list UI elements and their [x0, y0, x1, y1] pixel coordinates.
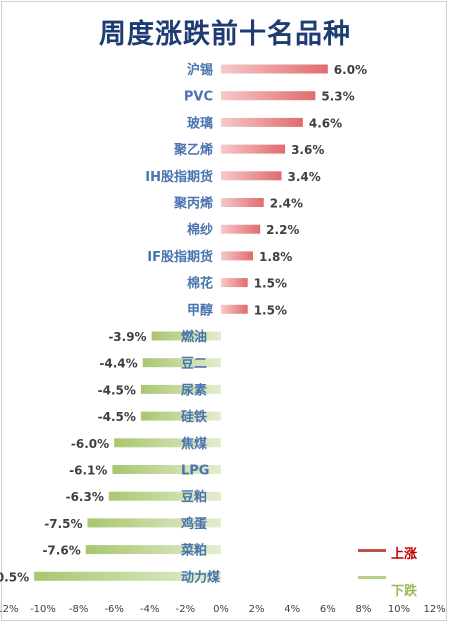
bar-up-3: [221, 144, 286, 154]
category-label-11: 豆二: [181, 357, 207, 372]
bar-down-10: [151, 331, 221, 341]
category-label-0: 沪锡: [187, 62, 213, 78]
bar-down-15: [112, 465, 221, 474]
x-tick-label-3: -6%: [104, 604, 123, 615]
value-label-1: 5.3%: [321, 90, 354, 104]
bar-up-7: [221, 251, 254, 261]
category-label-3: 聚乙烯: [173, 142, 213, 158]
bar-up-6: [221, 224, 261, 234]
category-label-16: 豆粕: [181, 489, 207, 505]
value-label-9: 1.5%: [254, 303, 287, 317]
bar-up-1: [221, 91, 316, 101]
bar-down-11: [142, 358, 221, 368]
value-label-8: 1.5%: [254, 277, 287, 291]
legend-swatch-down: [358, 576, 386, 579]
x-tick-label-2: -8%: [69, 604, 88, 615]
value-label-4: 3.4%: [288, 170, 321, 184]
x-axis: 12% -10% -8% -6% -4% -2% 0% 2% 4% 6% 8% 10% 12%: [0, 604, 446, 615]
category-label-15: LPG: [181, 464, 209, 479]
value-label-5: 2.4%: [270, 197, 303, 211]
x-tick-label-4: -4%: [140, 604, 159, 615]
value-label-13: -4.5%: [98, 410, 136, 424]
bar-down-19: [34, 571, 221, 581]
value-label-15: -6.1%: [69, 464, 107, 478]
x-tick-label-8: 4%: [284, 604, 300, 615]
category-label-17: 鸡蛋: [180, 516, 207, 532]
category-label-14: 焦煤: [180, 436, 207, 452]
x-tick-label-7: 2%: [249, 604, 265, 615]
x-tick-label-1: -10%: [30, 604, 56, 615]
bar-down-18: [85, 545, 221, 555]
x-tick-label-0: 12%: [0, 604, 19, 615]
value-label-18: -7.6%: [42, 544, 80, 558]
bar-up-8: [221, 278, 248, 288]
bar-down-17: [87, 518, 221, 528]
value-label-2: 4.6%: [309, 116, 342, 130]
value-label-19: -10.5%: [0, 570, 29, 584]
bar-down-12: [140, 384, 221, 394]
category-label-19: 动力煤: [181, 569, 220, 585]
bar-up-4: [221, 171, 282, 181]
value-label-11: -4.4%: [99, 357, 137, 371]
category-label-6: 棉纱: [187, 222, 213, 238]
bar-up-2: [221, 117, 303, 127]
chart-title: 周度涨跌前十名品种: [99, 19, 351, 50]
bar-down-16: [108, 491, 221, 501]
legend-swatch-up: [358, 549, 386, 552]
category-label-2: 玻璃: [187, 115, 213, 131]
category-label-7: IF股指期货: [147, 249, 213, 265]
value-label-0: 6.0%: [334, 63, 367, 77]
value-label-12: -4.5%: [98, 383, 136, 397]
bars-layer: [34, 64, 328, 581]
category-label-12: 尿素: [181, 382, 207, 398]
x-tick-label-5: -2%: [176, 604, 195, 615]
category-label-5: 聚丙烯: [173, 196, 213, 212]
bar-up-9: [221, 304, 248, 314]
x-tick-label-11: 10%: [388, 604, 410, 615]
x-tick-label-9: 6%: [320, 604, 336, 615]
bar-down-13: [140, 411, 221, 421]
category-label-8: 棉花: [187, 276, 213, 292]
bar-up-5: [221, 198, 264, 207]
x-tick-label-12: 12%: [423, 604, 445, 615]
legend-label-down: 下跌: [391, 583, 418, 599]
labels-layer: 沪锡 6.0% PVC 5.3% 玻璃 4.6% 聚乙烯 3.6% IH股指期货 3.4% 聚丙烯 2…: [0, 62, 367, 585]
value-label-3: 3.6%: [291, 143, 324, 157]
value-label-14: -6.0%: [71, 437, 109, 451]
value-label-16: -6.3%: [66, 490, 104, 504]
x-tick-label-10: 8%: [355, 604, 371, 615]
category-label-9: 甲醇: [187, 302, 213, 318]
bar-up-0: [221, 64, 328, 74]
value-label-17: -7.5%: [44, 517, 82, 531]
category-label-4: IH股指期货: [145, 169, 213, 185]
value-label-7: 1.8%: [259, 250, 292, 264]
category-label-13: 硅铁: [181, 409, 207, 425]
category-label-10: 燃油: [181, 329, 207, 345]
value-label-6: 2.2%: [266, 223, 299, 237]
x-tick-label-6: 0%: [213, 604, 229, 615]
category-label-1: PVC: [184, 90, 213, 105]
value-label-10: -3.9%: [108, 330, 146, 344]
category-label-18: 菜粕: [180, 543, 207, 559]
legend-label-up: 上涨: [391, 547, 417, 562]
bar-down-14: [114, 438, 221, 448]
